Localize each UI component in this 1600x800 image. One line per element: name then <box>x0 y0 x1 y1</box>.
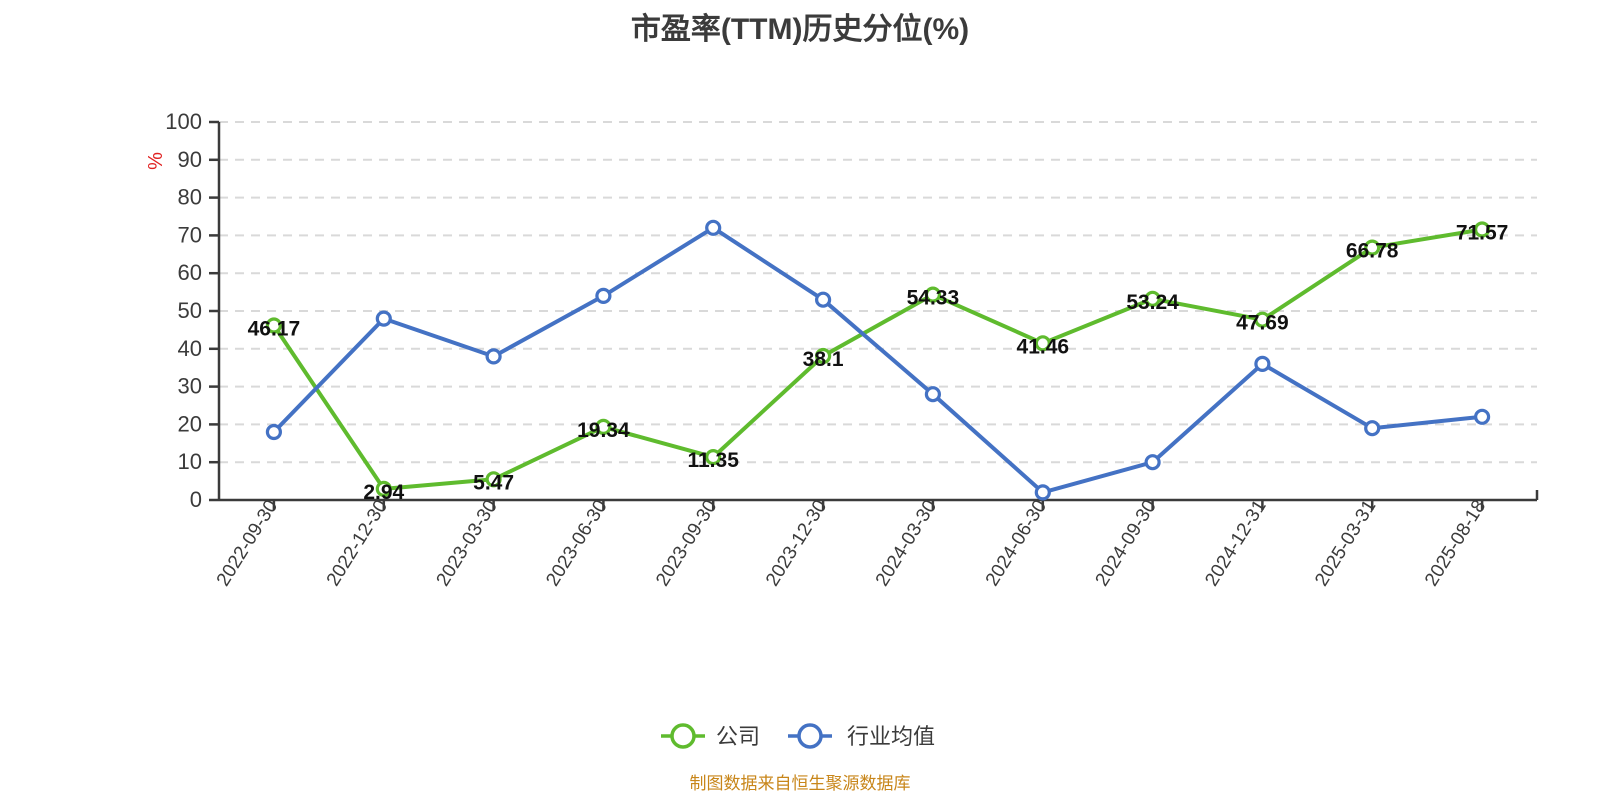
svg-text:90: 90 <box>178 147 202 172</box>
svg-text:2024-06-30: 2024-06-30 <box>982 496 1051 590</box>
svg-text:0: 0 <box>190 487 202 512</box>
svg-text:2023-06-30: 2023-06-30 <box>542 496 611 590</box>
svg-text:41.46: 41.46 <box>1017 335 1070 358</box>
svg-text:20: 20 <box>178 411 202 436</box>
svg-text:46.17: 46.17 <box>248 318 301 341</box>
svg-text:2025-03-31: 2025-03-31 <box>1311 496 1380 590</box>
svg-text:2023-03-30: 2023-03-30 <box>433 496 502 590</box>
svg-text:公司: 公司 <box>716 724 760 749</box>
svg-text:38.1: 38.1 <box>803 348 844 371</box>
svg-text:5.47: 5.47 <box>473 471 514 494</box>
svg-text:60: 60 <box>178 260 202 285</box>
svg-text:30: 30 <box>178 374 202 399</box>
svg-text:2023-09-30: 2023-09-30 <box>652 496 721 590</box>
svg-text:2025-08-18: 2025-08-18 <box>1421 496 1490 590</box>
svg-text:2022-12-30: 2022-12-30 <box>323 496 392 590</box>
svg-text:53.24: 53.24 <box>1126 291 1179 314</box>
svg-text:80: 80 <box>178 185 202 210</box>
svg-text:19.34: 19.34 <box>577 419 630 442</box>
svg-text:制图数据来自恒生聚源数据库: 制图数据来自恒生聚源数据库 <box>690 774 911 793</box>
svg-text:%: % <box>145 152 167 170</box>
svg-text:66.78: 66.78 <box>1346 240 1399 263</box>
svg-text:10: 10 <box>178 449 202 474</box>
svg-text:2024-03-30: 2024-03-30 <box>872 496 941 590</box>
svg-text:2.94: 2.94 <box>363 481 404 504</box>
svg-text:54.33: 54.33 <box>907 287 960 310</box>
svg-text:100: 100 <box>165 109 202 134</box>
svg-text:40: 40 <box>178 336 202 361</box>
svg-text:11.35: 11.35 <box>687 449 739 472</box>
svg-text:50: 50 <box>178 298 202 323</box>
svg-text:71.57: 71.57 <box>1456 222 1509 245</box>
svg-text:2023-12-30: 2023-12-30 <box>762 496 831 590</box>
svg-text:2022-09-30: 2022-09-30 <box>213 496 282 590</box>
svg-text:行业均值: 行业均值 <box>847 724 935 749</box>
svg-text:2024-12-31: 2024-12-31 <box>1201 496 1270 590</box>
svg-text:70: 70 <box>178 222 202 247</box>
svg-text:2024-09-30: 2024-09-30 <box>1092 496 1161 590</box>
svg-text:47.69: 47.69 <box>1236 312 1289 335</box>
